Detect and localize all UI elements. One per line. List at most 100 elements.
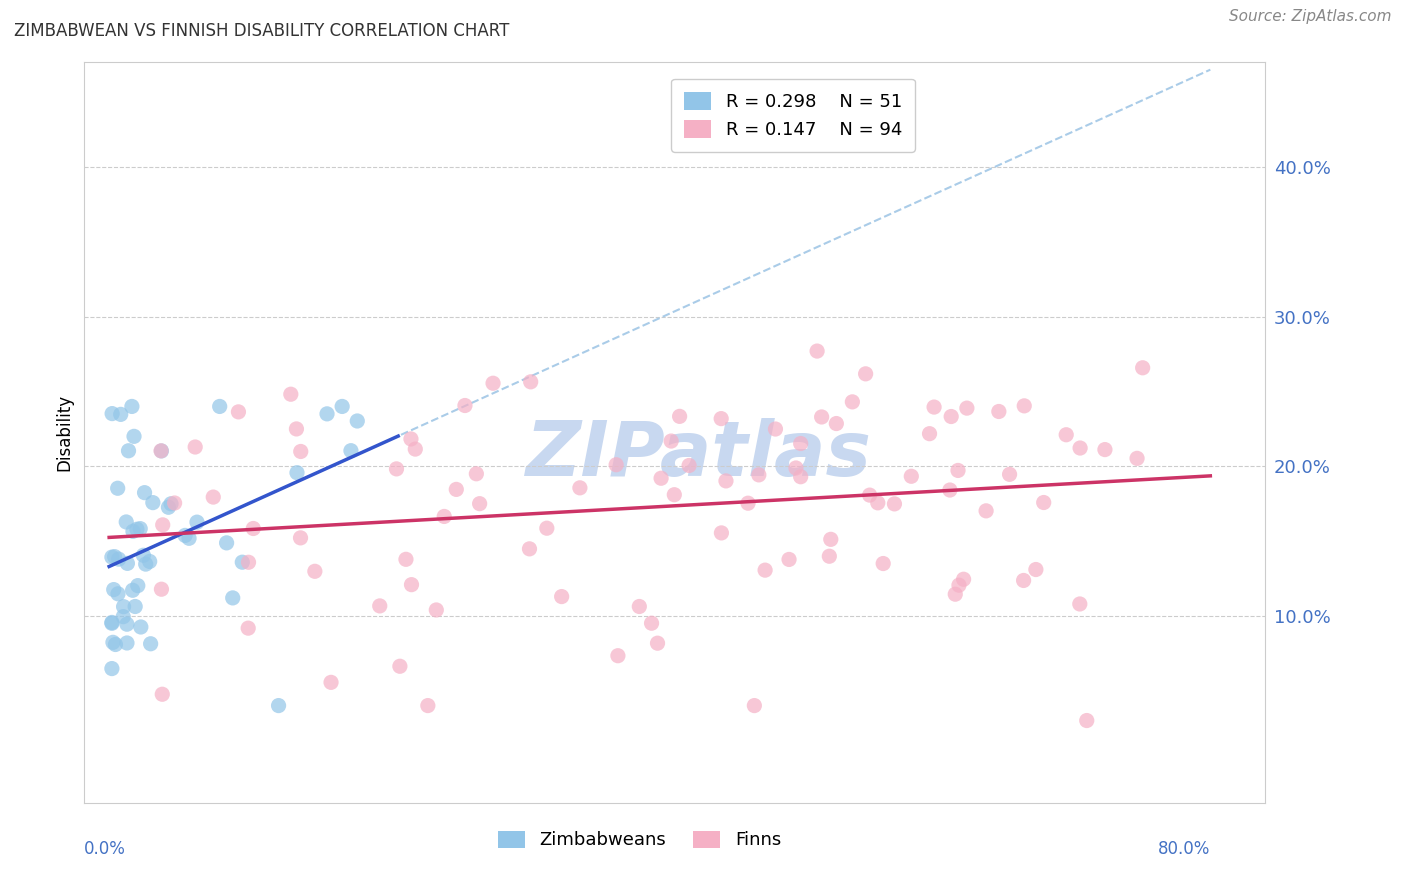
Point bbox=[855, 367, 877, 381]
Point bbox=[139, 637, 162, 651]
Point bbox=[101, 615, 124, 630]
Point bbox=[115, 636, 138, 650]
Point bbox=[121, 583, 143, 598]
Point bbox=[883, 497, 905, 511]
Point bbox=[974, 504, 997, 518]
Point bbox=[1132, 360, 1154, 375]
Point bbox=[536, 521, 558, 535]
Point bbox=[744, 698, 766, 713]
Point bbox=[1094, 442, 1116, 457]
Point bbox=[433, 509, 456, 524]
Point bbox=[238, 555, 260, 569]
Point bbox=[290, 444, 312, 458]
Point bbox=[939, 483, 962, 497]
Point bbox=[710, 411, 733, 425]
Point bbox=[150, 582, 173, 597]
Point bbox=[231, 555, 253, 569]
Text: Source: ZipAtlas.com: Source: ZipAtlas.com bbox=[1229, 9, 1392, 24]
Point bbox=[142, 495, 165, 509]
Point bbox=[401, 577, 423, 591]
Point bbox=[1032, 495, 1054, 509]
Point bbox=[177, 531, 200, 545]
Point bbox=[841, 395, 863, 409]
Point bbox=[285, 422, 308, 436]
Point bbox=[121, 400, 143, 414]
Point bbox=[737, 496, 759, 510]
Point bbox=[647, 636, 669, 650]
Point bbox=[465, 467, 488, 481]
Point bbox=[650, 471, 672, 485]
Point bbox=[900, 469, 922, 483]
Y-axis label: Disability: Disability bbox=[55, 394, 73, 471]
Point bbox=[668, 409, 690, 424]
Point bbox=[115, 515, 138, 529]
Point bbox=[127, 579, 149, 593]
Point bbox=[550, 590, 572, 604]
Point bbox=[416, 698, 439, 713]
Point bbox=[948, 578, 970, 592]
Point bbox=[117, 557, 139, 571]
Point bbox=[806, 344, 828, 359]
Point bbox=[316, 407, 339, 421]
Point bbox=[1076, 714, 1098, 728]
Point bbox=[129, 522, 152, 536]
Point bbox=[943, 587, 966, 601]
Point bbox=[789, 436, 811, 450]
Point bbox=[186, 515, 208, 529]
Point bbox=[941, 409, 963, 424]
Point bbox=[1025, 562, 1047, 576]
Point bbox=[138, 554, 160, 568]
Text: 80.0%: 80.0% bbox=[1159, 840, 1211, 858]
Point bbox=[222, 591, 245, 605]
Point bbox=[825, 417, 848, 431]
Text: 0.0%: 0.0% bbox=[84, 840, 127, 858]
Point bbox=[399, 432, 422, 446]
Point bbox=[659, 434, 682, 448]
Point bbox=[150, 687, 173, 701]
Point bbox=[150, 444, 173, 458]
Point bbox=[568, 481, 591, 495]
Point bbox=[152, 517, 174, 532]
Text: ZIPatlas: ZIPatlas bbox=[526, 417, 872, 491]
Point bbox=[1054, 427, 1077, 442]
Point bbox=[1069, 441, 1091, 455]
Point bbox=[1126, 451, 1149, 466]
Point bbox=[135, 557, 157, 571]
Point bbox=[748, 467, 770, 482]
Point bbox=[346, 414, 368, 428]
Point bbox=[859, 488, 882, 502]
Point bbox=[987, 404, 1010, 418]
Point bbox=[340, 443, 363, 458]
Point bbox=[628, 599, 651, 614]
Point bbox=[163, 496, 186, 510]
Point bbox=[710, 525, 733, 540]
Point bbox=[482, 376, 505, 391]
Point bbox=[866, 496, 889, 510]
Point bbox=[267, 698, 290, 713]
Point bbox=[872, 557, 894, 571]
Point bbox=[132, 548, 155, 562]
Point bbox=[184, 440, 207, 454]
Point bbox=[778, 552, 800, 566]
Legend: Zimbabweans, Finns: Zimbabweans, Finns bbox=[491, 823, 789, 856]
Point bbox=[664, 488, 686, 502]
Point bbox=[395, 552, 418, 566]
Point bbox=[922, 400, 945, 414]
Point bbox=[228, 405, 250, 419]
Point bbox=[605, 458, 627, 472]
Point bbox=[918, 426, 941, 441]
Point bbox=[290, 531, 312, 545]
Point bbox=[112, 599, 135, 614]
Point bbox=[122, 429, 145, 443]
Point bbox=[101, 407, 124, 421]
Point bbox=[754, 563, 776, 577]
Point bbox=[998, 467, 1021, 482]
Point bbox=[714, 474, 737, 488]
Point bbox=[765, 422, 787, 436]
Point bbox=[368, 599, 391, 613]
Point bbox=[124, 599, 146, 614]
Point bbox=[157, 500, 180, 515]
Point bbox=[820, 533, 842, 547]
Point bbox=[319, 675, 342, 690]
Point bbox=[818, 549, 841, 564]
